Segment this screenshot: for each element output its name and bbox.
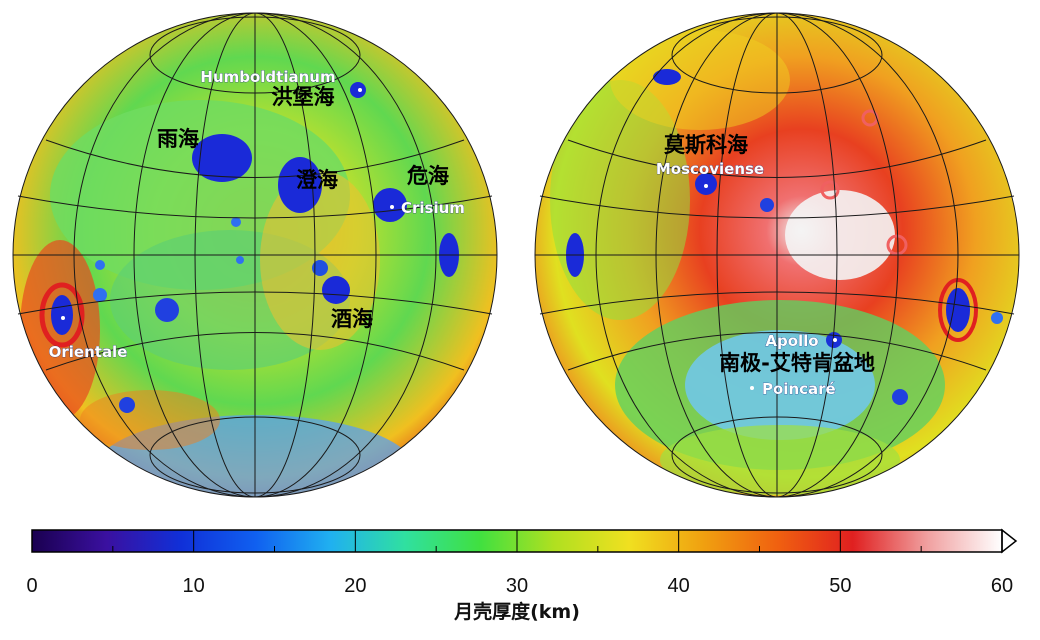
label-weihai: 危海 [407,164,449,188]
poincare-marker [750,386,754,390]
colorbar: 0 10 20 30 40 50 60 月壳厚度(km) [26,528,1018,623]
label-crisium: Crisium [401,199,465,217]
label-humboldtianum: Humboldtianum [200,68,335,86]
label-orientale: Orientale [49,343,128,361]
left-hemisphere: Humboldtianum 洪堡海 雨海 澄海 危海 Crisium 酒海 Or… [12,12,498,498]
humboldtianum-marker [358,88,362,92]
label-poincare: Poincaré [762,380,836,398]
label-hongbao: 洪堡海 [272,85,335,109]
nectaris-basin [322,276,350,304]
label-apollo: Apollo [765,332,818,350]
colorbar-tick-label: 0 [26,575,37,597]
imbrium-basin [192,134,252,182]
moscoviense-marker [704,184,708,188]
colorbar-ticks: 0 10 20 30 40 50 60 [26,530,1013,597]
colorbar-tick-label: 40 [668,575,690,597]
left-graticule [12,12,498,498]
colorbar-tick-label: 10 [183,575,205,597]
label-chenghai: 澄海 [296,168,338,192]
right-graticule [534,12,1020,498]
colorbar-tick-label: 30 [506,575,528,597]
colorbar-tick-label: 50 [829,575,851,597]
label-jiuhai: 酒海 [331,307,373,331]
apollo-marker [833,338,837,342]
colorbar-tick-label: 60 [991,575,1013,597]
label-mosikehai: 莫斯科海 [663,133,748,157]
orientale-basin [51,295,73,335]
crisium-marker [390,205,394,209]
orientale-marker [61,316,65,320]
label-spa: 南极-艾特肯盆地 [719,351,875,375]
colorbar-title: 月壳厚度(km) [453,600,580,623]
label-yuhai: 雨海 [157,127,199,151]
crisium-basin [373,188,407,222]
label-moscoviense: Moscoviense [656,160,764,178]
right-hemisphere: 莫斯科海 Moscoviense Apollo 南极-艾特肯盆地 Poincar… [534,12,1020,498]
right-terrain [550,30,1003,495]
colorbar-tick-label: 20 [344,575,366,597]
colorbar-extend-arrow [1001,528,1018,554]
